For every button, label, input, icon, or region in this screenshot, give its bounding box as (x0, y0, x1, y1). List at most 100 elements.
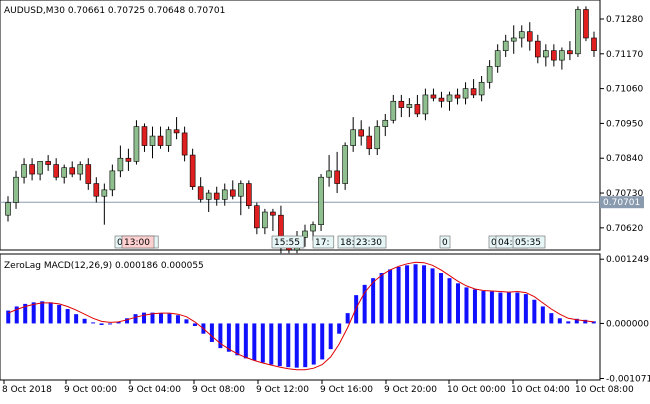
histogram-bar (439, 273, 444, 324)
histogram-bar (184, 319, 189, 324)
price-tick-label: 0.70840 (606, 154, 643, 164)
candle-bear (213, 192, 220, 200)
histogram-bar (371, 278, 376, 324)
histogram-bar (74, 314, 79, 324)
candle-bear (141, 126, 148, 146)
candle-bull (37, 161, 43, 175)
candle-bear (93, 183, 100, 197)
candle-bear (454, 94, 461, 99)
histogram-bar (23, 303, 28, 324)
time-marker-box (312, 235, 335, 249)
price-tick-label: 0.70730 (606, 189, 643, 199)
time-marker-label: 04:15 (498, 238, 524, 248)
histogram-bar (235, 323, 240, 356)
candle-bear (254, 205, 260, 229)
time-markers: 0 03:3013:0015:5517:18:1823:30003:04:150… (114, 235, 546, 249)
candle-bear (526, 31, 533, 42)
histogram-bar (396, 266, 401, 324)
histogram-bar (574, 318, 579, 324)
candle-bear (85, 164, 92, 184)
candle-bear (534, 40, 541, 58)
time-marker-box (271, 235, 305, 249)
axes: 0.71280 0.71170 0.71060 0.70950 0.70840 0.707… (2, 15, 650, 395)
histogram-bar (430, 268, 435, 324)
candle-bull (350, 129, 356, 146)
signal-line (8, 261, 594, 371)
candle-bull (422, 94, 429, 115)
candle-bear (229, 189, 236, 197)
candle-bear (157, 135, 164, 146)
price-candles (0, 6, 600, 254)
histogram-bar (303, 323, 308, 368)
histogram-bar (243, 323, 248, 359)
macd-tick-label: -0.001071 (606, 375, 650, 385)
histogram-bar (388, 269, 393, 324)
histogram-bar (337, 323, 342, 334)
histogram-bar (40, 301, 45, 324)
time-marker-label: 18:18 (340, 238, 366, 248)
candle-bear (583, 9, 589, 39)
histogram-bar (464, 287, 469, 324)
histogram-bar (455, 283, 460, 324)
candle-bull (237, 183, 244, 197)
histogram-bar (540, 306, 545, 324)
histogram-bar (591, 321, 596, 324)
time-axis-label: 10 Oct 00:00 (447, 385, 506, 395)
time-marker-box (439, 235, 451, 249)
time-axis-label: 10 Oct 08:00 (575, 385, 634, 395)
candle-bull (478, 81, 485, 96)
candle-bull (13, 176, 19, 203)
candle-bull (342, 145, 348, 184)
histogram-bar (498, 292, 503, 324)
histogram-bar (57, 304, 62, 324)
candle-bull (262, 211, 268, 229)
histogram-bar (6, 310, 11, 324)
macd-tick-label: 0.001249 (606, 255, 649, 265)
time-marker-label: 13:00 (124, 238, 150, 248)
price-panel-title: AUDUSD,M30 0.70661 0.70725 0.70648 0.707… (4, 6, 225, 16)
histogram-bar (515, 292, 520, 324)
histogram-bar (269, 323, 274, 365)
time-marker-label: 15:55 (274, 238, 300, 248)
candle-bear (567, 50, 573, 55)
candle-bear (53, 164, 59, 178)
candle-bear (366, 135, 373, 150)
histogram-bar (345, 313, 350, 324)
histogram-bar (175, 315, 180, 324)
price-tick-label: 0.70620 (606, 224, 643, 234)
histogram-bar (422, 265, 427, 324)
histogram-bar (226, 323, 231, 352)
time-axis-label: 9 Oct 20:00 (384, 385, 437, 395)
candle-bull (77, 164, 84, 175)
histogram-bar (116, 321, 121, 324)
time-marker-box (121, 235, 155, 249)
histogram-bar (294, 323, 299, 368)
candle-bull (5, 202, 11, 216)
time-axis-label: 9 Oct 16:00 (320, 385, 373, 395)
histogram-bar (14, 306, 19, 324)
candle-bear (334, 170, 340, 184)
candle-bear (181, 132, 188, 156)
candle-bull (165, 129, 172, 146)
histogram-bar (362, 284, 367, 324)
candle-bull (575, 9, 581, 55)
histogram-bar (142, 312, 147, 324)
time-axis-label: 9 Oct 04:00 (128, 385, 181, 395)
histogram-bar (192, 323, 197, 326)
histogram-bar (566, 321, 571, 324)
candle-bull (446, 94, 453, 102)
histogram-bar (489, 291, 494, 324)
indicator-panel-title: ZeroLag MACD(12,26,9) 0.000186 0.000055 (4, 261, 204, 271)
histogram-bar (549, 313, 554, 324)
candle-bull (462, 88, 469, 99)
candle-bear (414, 104, 421, 115)
time-marker-label: 17: (315, 238, 329, 248)
histogram-bar (379, 273, 384, 324)
candle-bear (29, 164, 35, 175)
candle-bull (310, 224, 316, 232)
candle-bear (438, 97, 445, 102)
candle-bear (246, 183, 252, 206)
histogram-bar (328, 323, 333, 350)
time-axis-label: 8 Oct 2018 (2, 385, 52, 395)
